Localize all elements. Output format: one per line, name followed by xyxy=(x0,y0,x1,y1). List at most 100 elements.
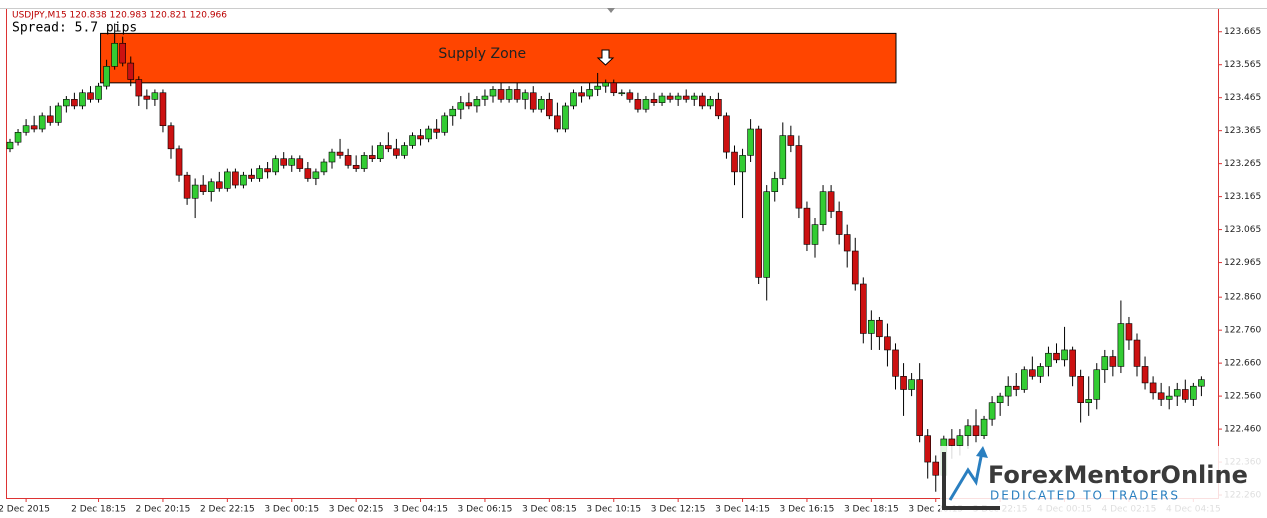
watermark-tagline: DEDICATED TO TRADERS xyxy=(990,489,1180,503)
candle-body xyxy=(851,250,859,285)
candle-body xyxy=(723,115,730,153)
x-tick-label: 2 Dec 2015 xyxy=(0,505,50,515)
candle-body xyxy=(497,89,505,100)
candle-body xyxy=(417,135,424,140)
candle-body xyxy=(594,85,601,90)
candle-body xyxy=(747,128,754,156)
candle-body xyxy=(1101,356,1109,371)
candle-body xyxy=(570,92,577,107)
candle-body xyxy=(916,379,923,436)
candle-body xyxy=(537,99,545,110)
candle-body xyxy=(1182,389,1189,400)
candle-body xyxy=(465,102,473,107)
candle-body xyxy=(441,115,449,133)
y-tick-label: 122.660 xyxy=(1224,359,1261,369)
candle-body xyxy=(554,115,561,130)
candle-body xyxy=(256,168,263,179)
arrow-down xyxy=(596,49,615,66)
candle-body xyxy=(763,191,771,278)
y-tick-label: 123.665 xyxy=(1224,27,1261,37)
scroll-marker xyxy=(607,8,615,13)
watermark: ForexMentorOnline DEDICATED TO TRADERS xyxy=(940,446,1267,512)
candle-body xyxy=(811,224,819,245)
x-tick-label: 3 Dec 08:15 xyxy=(522,505,577,515)
candle-body xyxy=(956,435,964,446)
supply-zone-group: Supply Zone xyxy=(100,32,897,84)
candle-body xyxy=(240,174,247,186)
candle-body xyxy=(546,99,553,117)
x-tick-label: 3 Dec 00:15 xyxy=(264,505,319,515)
candle-body xyxy=(739,155,746,173)
y-tick-label: 123.365 xyxy=(1224,126,1261,136)
candle-body xyxy=(151,92,159,100)
candle-body xyxy=(900,376,907,390)
candle-body xyxy=(248,174,255,179)
candle-body xyxy=(401,145,408,156)
x-tick-label: 2 Dec 18:15 xyxy=(71,505,126,515)
supply-zone-label: Supply Zone xyxy=(438,46,526,62)
y-tick-label: 122.760 xyxy=(1224,326,1261,336)
y-tick-label: 123.065 xyxy=(1224,225,1261,235)
x-tick-label: 3 Dec 04:15 xyxy=(393,505,448,515)
candle-body xyxy=(433,128,440,133)
candle-body xyxy=(682,95,690,100)
candle-body xyxy=(859,283,867,334)
candle-body xyxy=(30,125,38,130)
candle-body xyxy=(1125,323,1133,341)
candle-body xyxy=(71,99,78,107)
candle-body xyxy=(876,319,883,338)
candle-body xyxy=(481,95,489,100)
candle-body xyxy=(457,102,465,110)
candle-body xyxy=(715,99,722,117)
supply-zone xyxy=(100,32,897,84)
candle-body xyxy=(143,95,151,100)
candle-body xyxy=(449,108,457,117)
candle-body xyxy=(344,155,352,166)
candle-body xyxy=(1029,369,1036,377)
candle-body xyxy=(658,95,666,103)
spread-label: Spread: 5.7 pips xyxy=(12,21,137,36)
x-tick-label: 3 Dec 02:15 xyxy=(329,505,384,515)
candle-body xyxy=(964,425,972,436)
candle-body xyxy=(352,164,360,169)
x-tick-label: 3 Dec 20:15 xyxy=(908,505,963,515)
candle-body xyxy=(650,99,658,103)
candle-body xyxy=(296,158,304,169)
candle-body xyxy=(54,105,62,123)
candle-body xyxy=(288,158,296,166)
logo-frame xyxy=(942,452,1000,510)
candle-body xyxy=(1045,352,1052,367)
candle-body xyxy=(473,99,481,107)
candle-body xyxy=(135,79,143,97)
y-tick-label: 123.165 xyxy=(1224,192,1261,202)
candle-body xyxy=(1198,379,1205,387)
candle-body xyxy=(1020,369,1028,390)
candle-body xyxy=(996,395,1004,404)
candle-body xyxy=(1190,385,1197,400)
candle-body xyxy=(393,148,400,156)
x-tick-label: 3 Dec 18:15 xyxy=(844,505,899,515)
candle-body xyxy=(610,82,618,94)
candle-body xyxy=(980,418,988,436)
candle-body xyxy=(119,42,126,64)
candle-body xyxy=(1093,369,1101,400)
candle-body xyxy=(602,82,610,87)
candle-body xyxy=(360,155,368,169)
candle-body xyxy=(1085,399,1092,404)
candle-body xyxy=(505,89,513,100)
candle-body xyxy=(755,128,762,278)
candle-body xyxy=(948,438,956,446)
y-tick-label: 123.565 xyxy=(1224,60,1261,70)
candle-body xyxy=(795,145,803,209)
candle-body xyxy=(513,89,521,100)
x-tick-label: 2 Dec 20:15 xyxy=(136,505,191,515)
logo-line xyxy=(948,451,984,501)
candle-body xyxy=(698,95,706,107)
candle-body xyxy=(562,105,569,130)
candle-body xyxy=(1149,382,1157,394)
candle-body xyxy=(6,141,14,150)
candle-body xyxy=(1069,349,1076,377)
candle-body xyxy=(908,379,915,390)
candle-body xyxy=(183,174,191,199)
